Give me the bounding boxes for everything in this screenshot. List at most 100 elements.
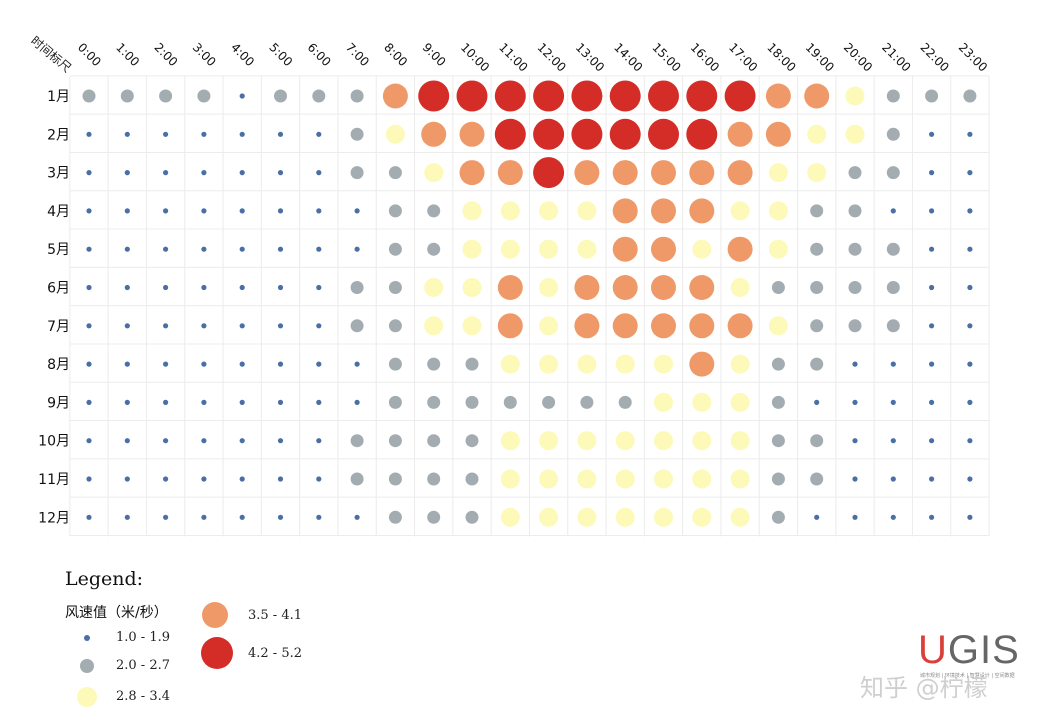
data-bubble: [86, 514, 92, 520]
y-tick-label: 4月: [47, 204, 70, 220]
data-bubble: [86, 399, 92, 405]
data-bubble: [462, 316, 482, 336]
data-bubble: [810, 319, 824, 333]
data-bubble: [163, 208, 169, 214]
x-tick-label: 23:00: [956, 40, 990, 74]
data-bubble: [465, 434, 479, 448]
data-bubble: [163, 399, 169, 405]
data-bubble: [201, 170, 207, 176]
data-bubble: [312, 89, 326, 103]
data-bubble: [201, 438, 207, 444]
data-bubble: [810, 281, 824, 294]
data-bubble: [163, 476, 169, 482]
data-bubble: [539, 431, 559, 451]
data-bubble: [967, 438, 973, 444]
x-tick-label: 6:00: [305, 40, 334, 69]
data-bubble: [886, 242, 900, 256]
data-bubble: [86, 170, 92, 176]
data-bubble: [771, 395, 785, 409]
data-bubble: [86, 323, 92, 329]
data-bubble: [124, 476, 130, 482]
data-bubble: [651, 313, 676, 339]
data-bubble: [539, 316, 559, 336]
data-bubble: [159, 89, 173, 103]
data-bubble: [201, 284, 207, 291]
x-tick-label: 11:00: [496, 40, 530, 74]
data-bubble: [542, 395, 556, 409]
data-bubble: [771, 281, 785, 294]
data-bubble: [771, 434, 785, 448]
data-bubble: [388, 472, 402, 486]
data-bubble: [967, 131, 973, 137]
data-bubble: [124, 323, 130, 329]
x-tick-label: 3:00: [190, 40, 219, 69]
legend-title: Legend:: [65, 568, 144, 590]
y-tick-label: 10月: [38, 434, 70, 450]
data-bubble: [727, 313, 753, 339]
data-bubble: [350, 319, 364, 333]
data-bubble: [848, 204, 862, 218]
x-tick-label: 21:00: [879, 40, 913, 74]
data-bubble: [354, 514, 360, 520]
legend-subtitle: 风速值（米/秒）: [65, 605, 168, 621]
x-tick-label: 14:00: [611, 40, 645, 74]
data-bubble: [768, 316, 788, 336]
data-bubble: [967, 208, 973, 214]
data-bubble: [465, 395, 479, 409]
data-bubble: [277, 399, 284, 405]
data-bubble: [277, 476, 284, 482]
data-bubble: [574, 275, 600, 300]
y-tick-label: 3月: [47, 166, 70, 182]
data-bubble: [689, 160, 715, 186]
data-bubble: [86, 284, 92, 291]
data-bubble: [427, 204, 441, 218]
data-bubble: [852, 476, 858, 482]
data-bubble: [612, 160, 638, 186]
data-bubble: [86, 476, 92, 482]
data-bubble: [124, 208, 130, 214]
data-bubble: [654, 469, 673, 489]
data-bubble: [574, 313, 600, 339]
data-bubble: [692, 507, 712, 527]
data-bubble: [459, 160, 485, 186]
data-bubble: [424, 316, 444, 336]
data-bubble: [82, 89, 96, 103]
data-bubble: [886, 127, 900, 141]
data-bubble: [654, 354, 673, 374]
data-bubble: [388, 357, 402, 371]
data-bubble: [462, 201, 482, 221]
data-bubble: [201, 361, 207, 367]
data-bubble: [239, 514, 245, 520]
legend-label: 2.0 - 2.7: [116, 658, 171, 673]
data-bubble: [810, 242, 824, 256]
data-bubble: [350, 89, 364, 103]
data-bubble: [388, 434, 402, 448]
data-bubble: [503, 395, 517, 409]
legend-label: 2.8 - 3.4: [116, 689, 171, 704]
data-bubble: [730, 354, 750, 374]
data-bubble: [277, 323, 284, 329]
data-bubble: [533, 157, 565, 189]
data-bubble: [239, 131, 245, 137]
data-bubble: [963, 89, 977, 103]
data-bubble: [354, 208, 360, 214]
y-tick-label: 11月: [38, 472, 70, 488]
data-bubble: [533, 118, 565, 150]
data-bubble: [810, 204, 824, 218]
data-bubble: [388, 319, 402, 333]
data-bubble: [274, 89, 287, 103]
data-bubble: [967, 284, 973, 291]
data-bubble: [86, 208, 92, 214]
data-bubble: [239, 361, 245, 367]
data-bubble: [967, 514, 973, 520]
data-bubble: [239, 399, 245, 405]
data-bubble: [929, 514, 935, 520]
data-bubble: [277, 361, 284, 367]
data-bubble: [852, 514, 858, 520]
data-bubble: [577, 431, 597, 451]
data-bubble: [886, 319, 900, 333]
data-bubble: [848, 166, 862, 180]
data-bubble: [686, 118, 718, 150]
data-bubble: [609, 118, 641, 150]
data-bubble: [692, 469, 712, 489]
